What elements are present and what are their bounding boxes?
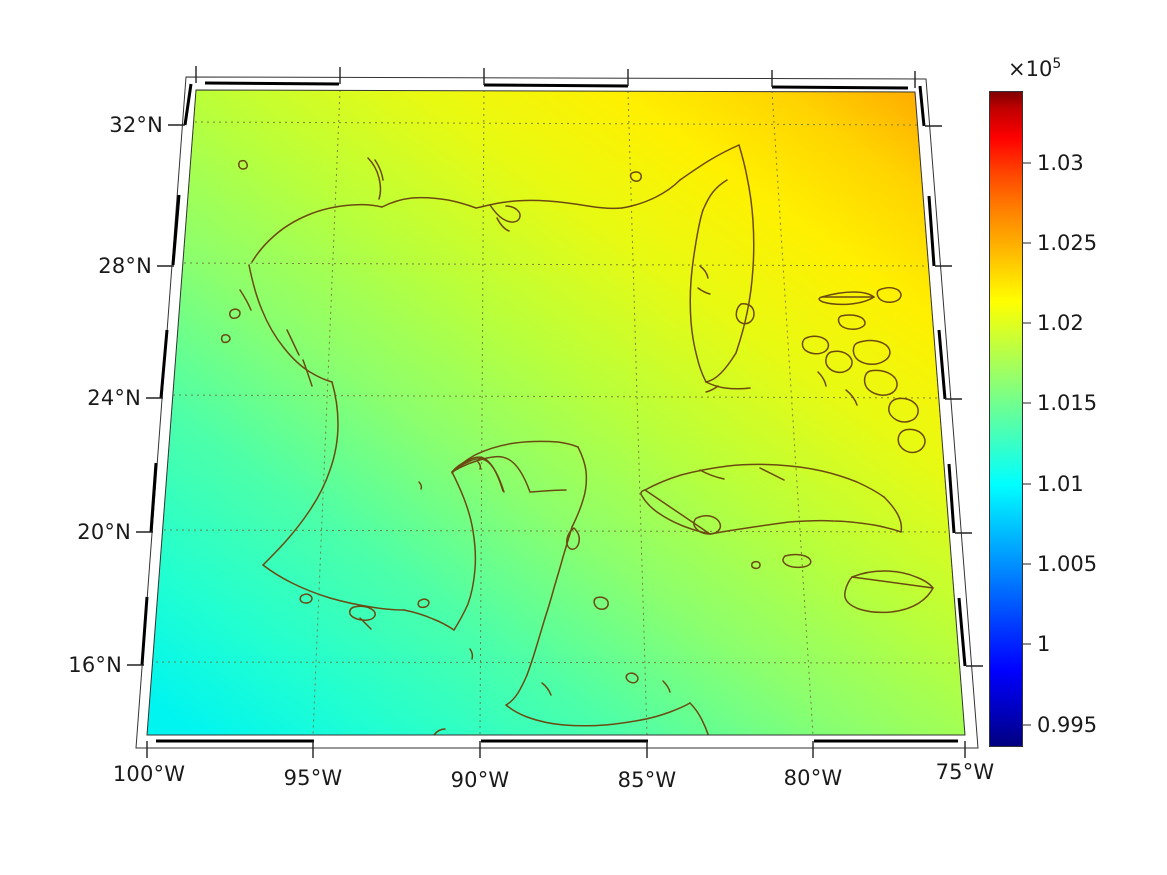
colorbar-tick-label-1010: 1.01: [1037, 472, 1084, 496]
axis-tick-marks: [127, 66, 983, 758]
lat-tick-label-24n: 24°N: [87, 386, 141, 410]
colorbar-tick-1005: [1023, 563, 1031, 565]
graticule-gridlines: [147, 90, 965, 735]
lon-tick-label-90w: 90°W: [450, 768, 510, 792]
colorbar-tick-0995: [1023, 724, 1031, 726]
colorbar-tick-label-1000: 1: [1037, 632, 1051, 656]
lon-tick-label-80w: 80°W: [783, 766, 843, 790]
lon-tick-label-85w: 85°W: [617, 768, 677, 792]
colorbar-tick-1010: [1023, 483, 1031, 485]
colorbar-tick-1020: [1023, 322, 1031, 324]
lat-tick-label-32n: 32°N: [109, 113, 163, 137]
lon-tick-label-100w: 100°W: [112, 762, 186, 786]
lat-tick-label-16n: 16°N: [68, 653, 122, 677]
colorbar-tick-1015: [1023, 402, 1031, 404]
scalar-field: [147, 90, 965, 735]
lat-tick-label-20n: 20°N: [77, 520, 131, 544]
colorbar-tick-label-1025: 1.025: [1037, 231, 1098, 255]
colorbar-tick-label-1020: 1.02: [1037, 311, 1084, 335]
colorbar-tick-label-0995: 0.995: [1037, 713, 1098, 737]
lon-tick-label-95w: 95°W: [283, 766, 343, 790]
coastlines: [220, 144, 934, 735]
colorbar-offset-text: ×105: [1008, 56, 1061, 81]
lon-tick-label-75w: 75°W: [935, 760, 995, 784]
lat-tick-label-28n: 28°N: [98, 254, 152, 278]
colorbar-offset-exponent: 5: [1052, 56, 1062, 72]
colorbar-gradient: [989, 91, 1023, 747]
colorbar-tick-1000: [1023, 643, 1031, 645]
colorbar-tick-1030: [1023, 162, 1031, 164]
colorbar-tick-label-1005: 1.005: [1037, 552, 1098, 576]
colorbar-tick-1025: [1023, 242, 1031, 244]
colorbar[interactable]: 1.03 1.025 1.02 1.015 1.01 1.005 1 0.995: [989, 91, 1097, 747]
colorbar-tick-label-1015: 1.015: [1037, 391, 1098, 415]
colorbar-tick-label-1030: 1.03: [1037, 151, 1084, 175]
colorbar-offset-mantissa: ×10: [1008, 57, 1053, 81]
map-frame-ticked-band: [140, 81, 967, 743]
